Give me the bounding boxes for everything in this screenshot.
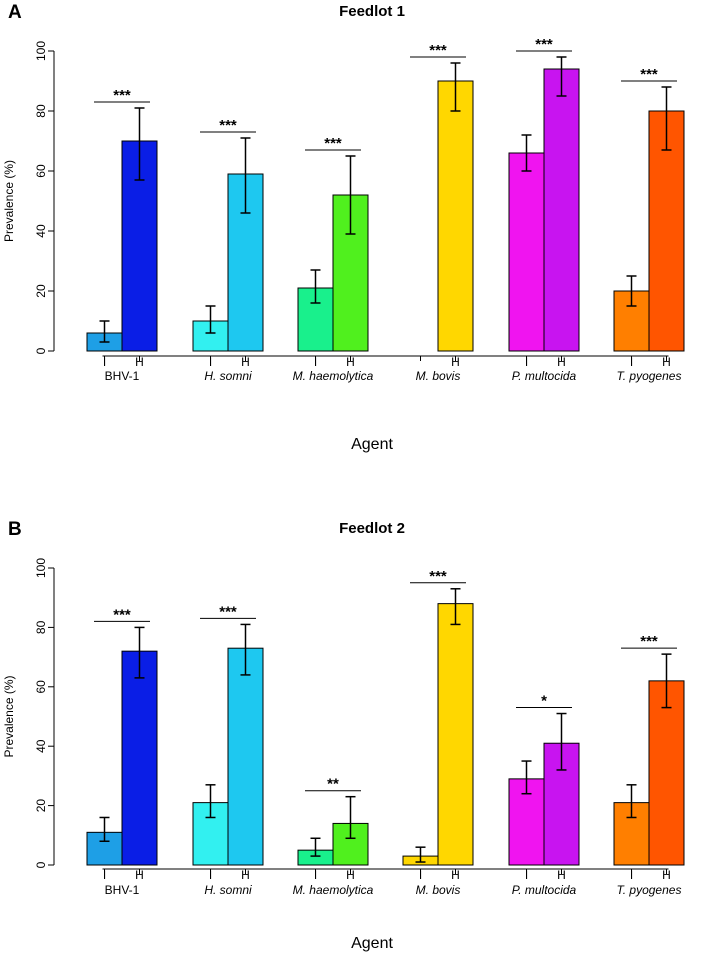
y-tick-label: 100 [34, 41, 48, 61]
bar-letter: I [525, 868, 528, 882]
category-label: BHV-1 [105, 883, 140, 897]
y-tick-label: 0 [34, 861, 48, 868]
y-axis-label: Prevalence (%) [2, 160, 16, 242]
bar-letter: I [314, 868, 317, 882]
y-axis-label: Prevalence (%) [2, 675, 16, 757]
bar-h [121, 650, 158, 866]
bar-i [508, 152, 545, 352]
significance-marker: ** [327, 776, 339, 793]
bar-letter: I [419, 868, 422, 882]
bar-h [227, 647, 264, 866]
significance-marker: *** [113, 87, 131, 104]
y-tick-label: 80 [34, 620, 48, 634]
panel-label: A [8, 2, 22, 23]
bar-letter: H [451, 868, 460, 882]
bar-letter: I [103, 355, 106, 369]
bar-h [648, 110, 685, 352]
group-m-haemolytica: I HM. haemolytica *** [293, 135, 374, 383]
bar-letter: I [209, 355, 212, 369]
y-tick-label: 80 [34, 104, 48, 118]
category-label: M. bovis [416, 883, 461, 897]
y-tick-label: 20 [34, 284, 48, 298]
y-tick-label: 60 [34, 680, 48, 694]
category-label: H. somni [204, 883, 252, 897]
significance-marker: *** [640, 66, 658, 83]
bar-h [648, 680, 685, 866]
category-label: T. pyogenes [617, 369, 682, 383]
category-label: T. pyogenes [617, 883, 682, 897]
bar-h [437, 603, 474, 866]
category-label: P. multocida [512, 369, 577, 383]
bar-letter: H [451, 355, 460, 369]
group-m-bovis: HM. bovis *** [410, 42, 474, 383]
bar-letter: I [525, 355, 528, 369]
group-p-multocida: I HP. multocida * [508, 693, 580, 897]
bar-letter: H [241, 868, 250, 882]
y-tick-label: 0 [34, 347, 48, 354]
bar-letter: H [557, 355, 566, 369]
bar-letter: H [346, 355, 355, 369]
significance-marker: * [541, 693, 547, 710]
group-t-pyogenes: I HT. pyogenes *** [613, 633, 685, 897]
bar-letter: H [135, 355, 144, 369]
category-label: M. bovis [416, 369, 461, 383]
significance-marker: *** [640, 633, 658, 650]
significance-marker: *** [113, 606, 131, 623]
significance-marker: *** [219, 117, 237, 134]
significance-marker: *** [324, 135, 342, 152]
chart-title: Feedlot 2 [339, 520, 405, 537]
category-label: H. somni [204, 369, 252, 383]
bar-letter: I [630, 355, 633, 369]
bar-letter: H [135, 868, 144, 882]
bar-h [437, 80, 474, 352]
x-axis-label: Agent [351, 935, 393, 952]
group-h-somni: I HH. somni *** [192, 117, 264, 383]
bar-letter: I [314, 355, 317, 369]
y-tick-label: 100 [34, 558, 48, 578]
y-tick-label: 40 [34, 224, 48, 238]
significance-marker: *** [535, 36, 553, 53]
category-label: BHV-1 [105, 369, 140, 383]
group-h-somni: I HH. somni *** [192, 603, 264, 897]
y-tick-label: 40 [34, 739, 48, 753]
category-label: M. haemolytica [293, 883, 374, 897]
bar-letter: I [103, 868, 106, 882]
group-p-multocida: I HP. multocida *** [508, 36, 580, 383]
chart-title: Feedlot 1 [339, 3, 405, 20]
y-tick-label: 60 [34, 164, 48, 178]
group-m-haemolytica: I HM. haemolytica ** [293, 776, 374, 897]
group-m-bovis: I HM. bovis *** [402, 568, 474, 897]
x-axis-label: Agent [351, 436, 393, 453]
bar-letter: H [662, 868, 671, 882]
panel-label: B [8, 519, 22, 540]
bar-letter: H [662, 355, 671, 369]
group-t-pyogenes: I HT. pyogenes *** [613, 66, 685, 383]
significance-marker: *** [429, 568, 447, 585]
bar-letter: I [630, 868, 633, 882]
bar-h [543, 68, 580, 352]
bar-letter: H [241, 355, 250, 369]
bar-letter: I [209, 868, 212, 882]
significance-marker: *** [219, 603, 237, 620]
significance-marker: *** [429, 42, 447, 59]
category-label: M. haemolytica [293, 369, 374, 383]
bar-letter: H [557, 868, 566, 882]
category-label: P. multocida [512, 883, 577, 897]
y-tick-label: 20 [34, 799, 48, 813]
bar-letter: H [346, 868, 355, 882]
